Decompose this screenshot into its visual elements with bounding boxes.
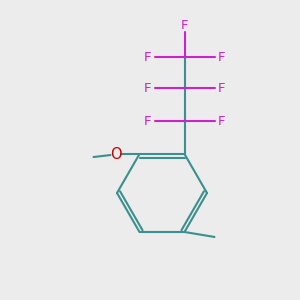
Text: O: O	[110, 146, 121, 161]
Text: F: F	[218, 82, 225, 94]
Text: F: F	[144, 50, 151, 64]
Text: F: F	[144, 82, 151, 94]
Text: F: F	[144, 115, 151, 128]
Text: F: F	[218, 50, 225, 64]
Text: F: F	[181, 19, 188, 32]
Text: F: F	[218, 115, 225, 128]
